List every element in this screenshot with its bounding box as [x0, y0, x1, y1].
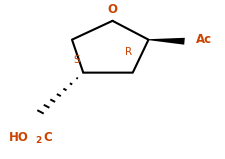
- Text: S: S: [73, 55, 80, 65]
- Text: C: C: [44, 131, 53, 144]
- Text: R: R: [124, 47, 132, 57]
- Text: HO: HO: [9, 131, 29, 144]
- Text: Ac: Ac: [196, 33, 212, 46]
- Text: O: O: [108, 3, 117, 16]
- Text: 2: 2: [35, 136, 41, 145]
- Polygon shape: [148, 38, 185, 45]
